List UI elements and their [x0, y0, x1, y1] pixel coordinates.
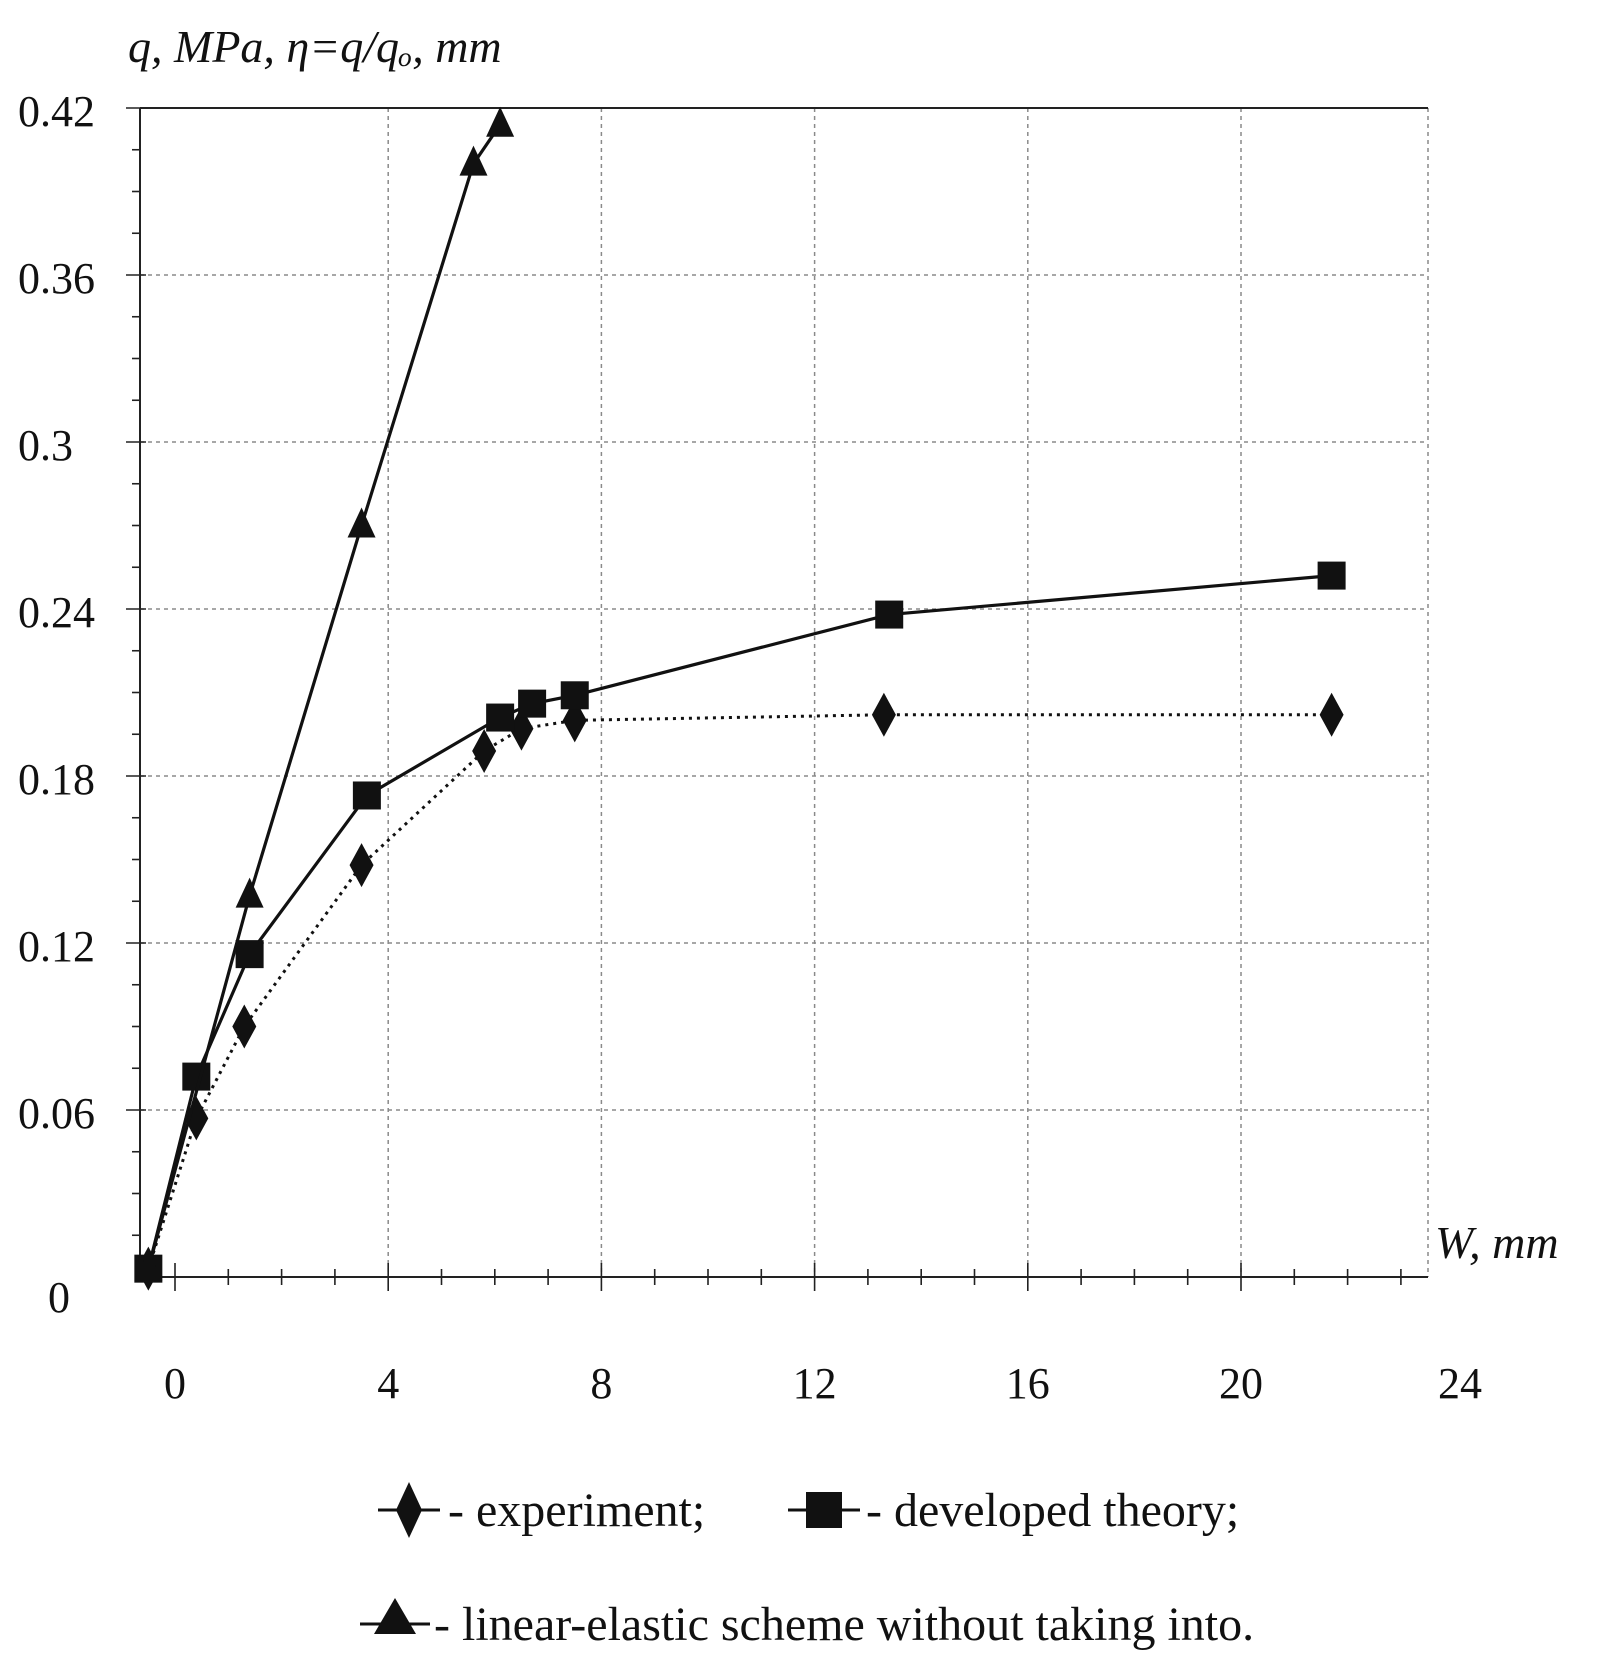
data-point-diamond	[232, 1004, 257, 1049]
x-axis-title: W, mm	[1435, 1217, 1559, 1268]
y-tick-label: 0.06	[18, 1089, 95, 1138]
legend-diamond-icon	[396, 1482, 422, 1538]
data-point-diamond	[509, 706, 534, 751]
y-tick-label: 0.36	[18, 254, 95, 303]
legend-label-linear-elastic: - linear-elastic scheme without taking i…	[434, 1598, 1254, 1651]
data-point-triangle	[235, 877, 264, 908]
data-point-triangle	[459, 145, 488, 176]
data-point-square	[560, 681, 589, 710]
series-line	[146, 123, 502, 1270]
legend: - experiment; - developed theory; - line…	[360, 1482, 1254, 1651]
y-tick-label: 0.18	[18, 755, 95, 804]
grid	[140, 107, 1429, 1277]
axes	[126, 107, 1428, 1291]
legend-triangle-icon	[374, 1598, 416, 1634]
y-tick-label: 0.12	[18, 922, 95, 971]
legend-item-experiment: - experiment;	[378, 1482, 705, 1538]
x-tick-label: 16	[1006, 1359, 1050, 1408]
data-point-diamond	[562, 698, 587, 743]
y-tick-label: 0.3	[18, 421, 73, 470]
data-point-square	[518, 689, 547, 718]
x-tick-label: 0	[164, 1359, 186, 1408]
legend-label-experiment: - experiment;	[448, 1484, 705, 1537]
data-point-square	[486, 703, 515, 732]
legend-item-linear-elastic: - linear-elastic scheme without taking i…	[360, 1598, 1254, 1651]
data-point-triangle	[134, 1250, 163, 1281]
x-tick-label: 8	[590, 1359, 612, 1408]
legend-item-developed-theory: - developed theory;	[788, 1484, 1239, 1537]
y-axis-title: q, MPa, η=q/qₒ, mm	[128, 21, 502, 72]
data-point-square	[1317, 561, 1346, 590]
tick-labels: 0 0.06 0.12 0.18 0.24 0.3 0.36 0.42 0 4 8 12 16 20 24	[18, 87, 1482, 1408]
series-experiment	[136, 692, 1344, 1291]
x-tick-label: 12	[793, 1359, 837, 1408]
y-tick-label: 0.24	[18, 588, 95, 637]
data-point-square	[235, 940, 264, 969]
series	[134, 106, 1346, 1291]
x-tick-label: 4	[377, 1359, 399, 1408]
data-point-diamond	[349, 843, 374, 888]
data-point-diamond	[472, 728, 497, 773]
legend-square-icon	[806, 1492, 842, 1528]
data-point-diamond	[871, 692, 896, 737]
x-tick-label: 20	[1219, 1359, 1263, 1408]
x-tick-label: 24	[1438, 1359, 1482, 1408]
series-line	[146, 574, 1332, 1270]
data-point-triangle	[486, 106, 515, 137]
y-tick-label: 0	[48, 1273, 70, 1322]
data-point-square	[352, 781, 381, 810]
series-linear-elastic-scheme-without-taking-into-	[134, 106, 515, 1281]
data-point-square	[875, 600, 904, 629]
data-point-diamond	[1319, 692, 1344, 737]
series-developed-theory	[134, 561, 1346, 1283]
data-point-diamond	[184, 1096, 209, 1141]
legend-label-developed-theory: - developed theory;	[866, 1484, 1239, 1537]
data-point-triangle	[347, 507, 376, 538]
y-tick-label: 0.42	[18, 87, 95, 136]
series-line	[146, 713, 1332, 1270]
